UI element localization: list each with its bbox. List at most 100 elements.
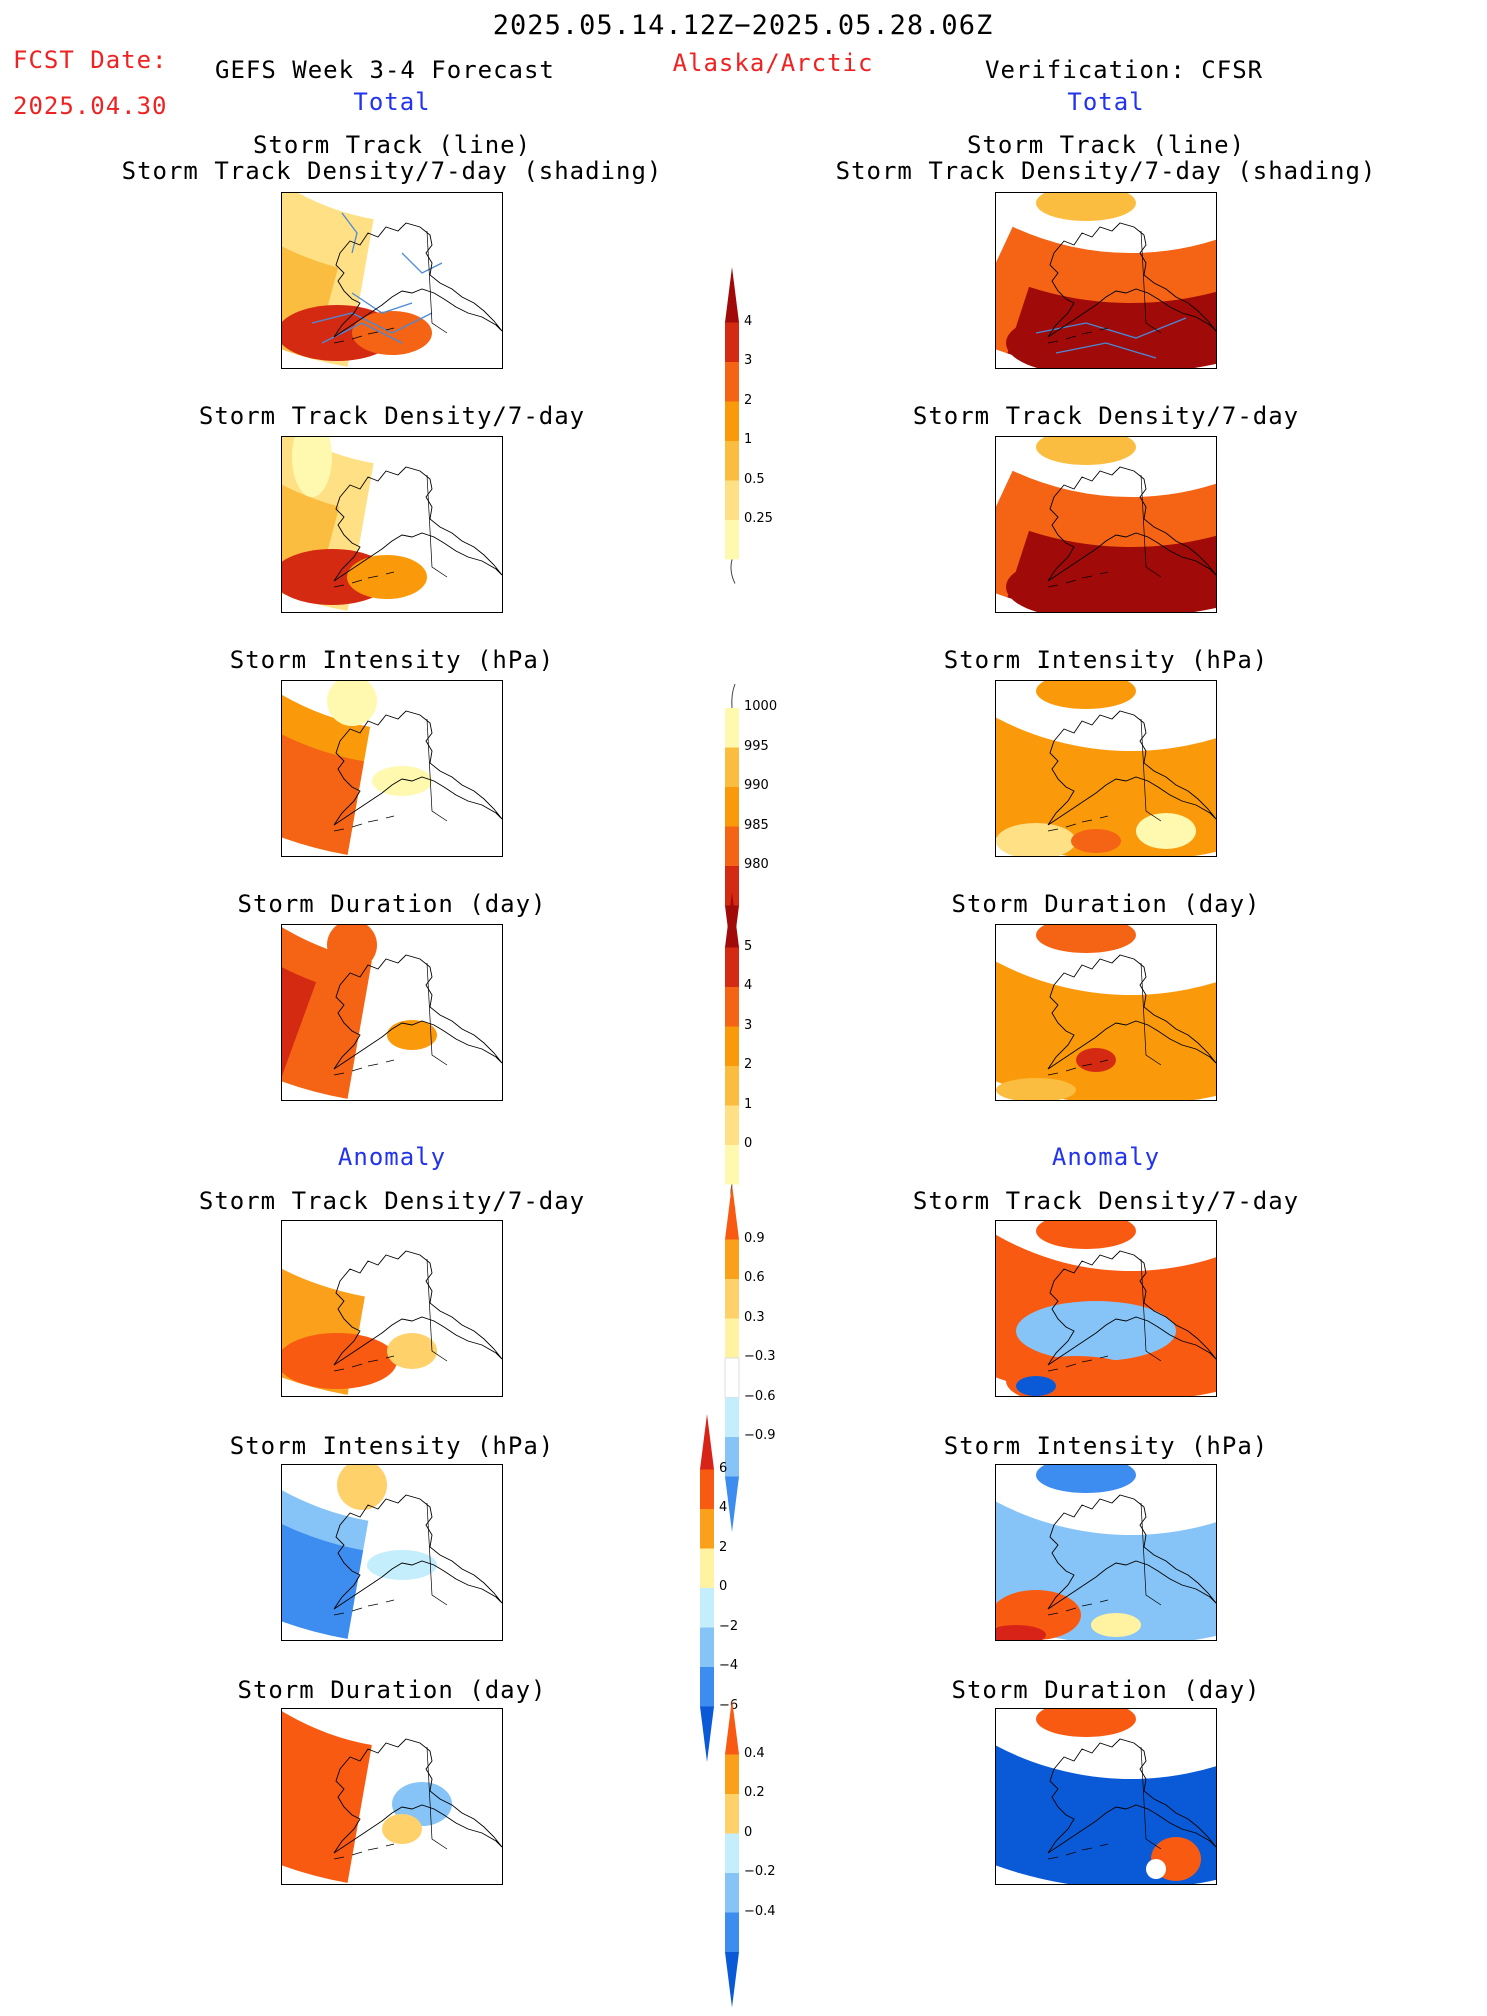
colorbar-swatch xyxy=(725,1066,739,1106)
colorbar-tick-label: −0.6 xyxy=(744,1388,776,1404)
map-coastline xyxy=(333,1738,502,1854)
map-coastline xyxy=(1047,222,1216,338)
shading-blob xyxy=(1036,193,1136,221)
colorbar-density: 4 3 2 1 0.5 0.25 xyxy=(725,263,773,584)
colorbar-tick-label: −4 xyxy=(719,1658,739,1673)
colorbar-tick-label: −0.9 xyxy=(744,1428,776,1443)
colorbar-swatch xyxy=(725,1279,739,1319)
colorbar-swatch xyxy=(725,826,739,866)
colorbar-tick-label: 0 xyxy=(744,1136,753,1151)
colorbar-swatch xyxy=(725,1397,739,1437)
colorbar-tick-label: 0.3 xyxy=(744,1309,765,1325)
colorbar-tick-label: 2 xyxy=(719,1539,728,1555)
colorbar-tick-label: 4 xyxy=(719,1500,728,1515)
shading-blob xyxy=(1006,557,1146,612)
map-border-line xyxy=(426,962,448,1066)
colorbar-swatch xyxy=(725,947,739,987)
map-coastline xyxy=(1047,1494,1216,1610)
colorbar-swatch xyxy=(725,1754,739,1794)
title-density-anom-right: Storm Track Density/7-day xyxy=(912,1187,1300,1215)
colorbar-tick-label: 985 xyxy=(744,817,769,833)
colorbar-swatch xyxy=(700,1588,714,1628)
map-track-forecast xyxy=(281,192,503,369)
colorbar-swatch xyxy=(724,1357,740,1398)
shading-blob xyxy=(1036,1709,1136,1737)
title-density-right: Storm Track Density/7-day xyxy=(912,402,1300,430)
anomaly-label-right: Anomaly xyxy=(1051,1143,1161,1171)
map-border-line xyxy=(1140,1746,1162,1850)
map-coastline xyxy=(1047,1059,1109,1076)
title-duration-anom-right: Storm Duration (day) xyxy=(951,1676,1261,1704)
shading-blob xyxy=(996,1625,1046,1640)
storm-track-line xyxy=(341,212,358,254)
colorbar-swatch xyxy=(725,1239,739,1279)
shading-blob xyxy=(1036,437,1136,465)
map-coastline xyxy=(333,1250,502,1366)
colorbar-tail xyxy=(730,559,736,584)
colorbar-tick-label: 980 xyxy=(744,857,769,872)
storm-track-line xyxy=(1055,342,1157,359)
shading-blob xyxy=(1136,813,1196,849)
colorbar-tick-label: 0.4 xyxy=(744,1745,765,1761)
map-coastline xyxy=(333,1843,395,1860)
shading-blob xyxy=(347,555,427,599)
shading-band xyxy=(996,961,1216,1100)
colorbar-tick-label: 3 xyxy=(744,353,753,368)
colorbar-swatch xyxy=(725,441,739,481)
colorbar-swatch xyxy=(700,1414,714,1470)
storm-track-line xyxy=(401,252,443,274)
shading-blob xyxy=(1076,1048,1116,1072)
colorbar-swatch xyxy=(725,322,739,362)
shading-blob xyxy=(1146,1859,1166,1879)
colorbar-swatch xyxy=(725,987,739,1027)
total-label-left: Total xyxy=(353,88,431,116)
colorbar-swatch xyxy=(725,1105,739,1145)
colorbar-tick-label: −2 xyxy=(719,1618,739,1634)
storm-track-line xyxy=(311,312,433,334)
colorbar-swatch xyxy=(725,1699,739,1755)
shading-blob xyxy=(292,437,332,497)
colorbar-tick-label: 0 xyxy=(744,1824,753,1840)
colorbar-swatch xyxy=(700,1667,714,1707)
colorbar-intensity-anom: 6 4 2 0 −2 −4 −6 xyxy=(700,1410,740,1770)
colorbar-tick-label: 0 xyxy=(719,1579,728,1594)
map-coastline xyxy=(1047,1355,1109,1372)
shading-blob xyxy=(1006,313,1146,368)
map-border-line xyxy=(1140,1258,1162,1362)
shading-blob xyxy=(996,1078,1076,1100)
colorbar-swatch xyxy=(725,892,739,948)
map-density-verification xyxy=(995,436,1217,613)
forecast-title: GEFS Week 3-4 Forecast xyxy=(215,56,555,84)
map-coastline xyxy=(333,954,502,1070)
shading-blob xyxy=(327,681,377,726)
shading-blob xyxy=(1036,1465,1136,1493)
colorbar-swatch xyxy=(725,787,739,827)
map-coastline xyxy=(333,1059,395,1076)
title-duration-left: Storm Duration (day) xyxy=(237,890,547,918)
colorbar-swatch xyxy=(725,747,739,787)
shading-blob xyxy=(1016,1301,1176,1361)
fcst-date-label: FCST Date: xyxy=(13,46,168,74)
verification-label: Verification: CFSR xyxy=(985,56,1264,84)
map-border-line xyxy=(426,1502,448,1606)
map-border-line xyxy=(426,1746,448,1850)
colorbar-intensity: 1000 995 990 985 980 xyxy=(725,683,777,969)
forecast-period: 2025.05.14.12Z−2025.05.28.06Z xyxy=(492,10,994,41)
colorbar-swatch xyxy=(725,866,739,906)
map-border-line xyxy=(1140,718,1162,822)
title-track-line-right: Storm Track (line) xyxy=(966,131,1246,159)
colorbar-density-anom: 0.9 0.6 0.3 −0.3 −0.6 −0.9 xyxy=(724,1180,776,1540)
colorbar-swatch xyxy=(700,1509,714,1549)
title-density-left: Storm Track Density/7-day xyxy=(198,402,586,430)
map-coastline xyxy=(333,571,395,588)
map-coastline xyxy=(1047,1843,1109,1860)
map-coastline xyxy=(333,815,395,832)
shading-blob xyxy=(382,1814,422,1844)
shading-band xyxy=(282,927,372,1099)
anomaly-label-left: Anomaly xyxy=(337,1143,447,1171)
fcst-date-value: 2025.04.30 xyxy=(13,92,168,120)
colorbar-tick-label: 5 xyxy=(744,938,753,954)
map-coastline xyxy=(1047,1250,1216,1366)
title-intensity-right: Storm Intensity (hPa) xyxy=(943,646,1269,674)
colorbar-tick-label: 990 xyxy=(744,778,769,793)
